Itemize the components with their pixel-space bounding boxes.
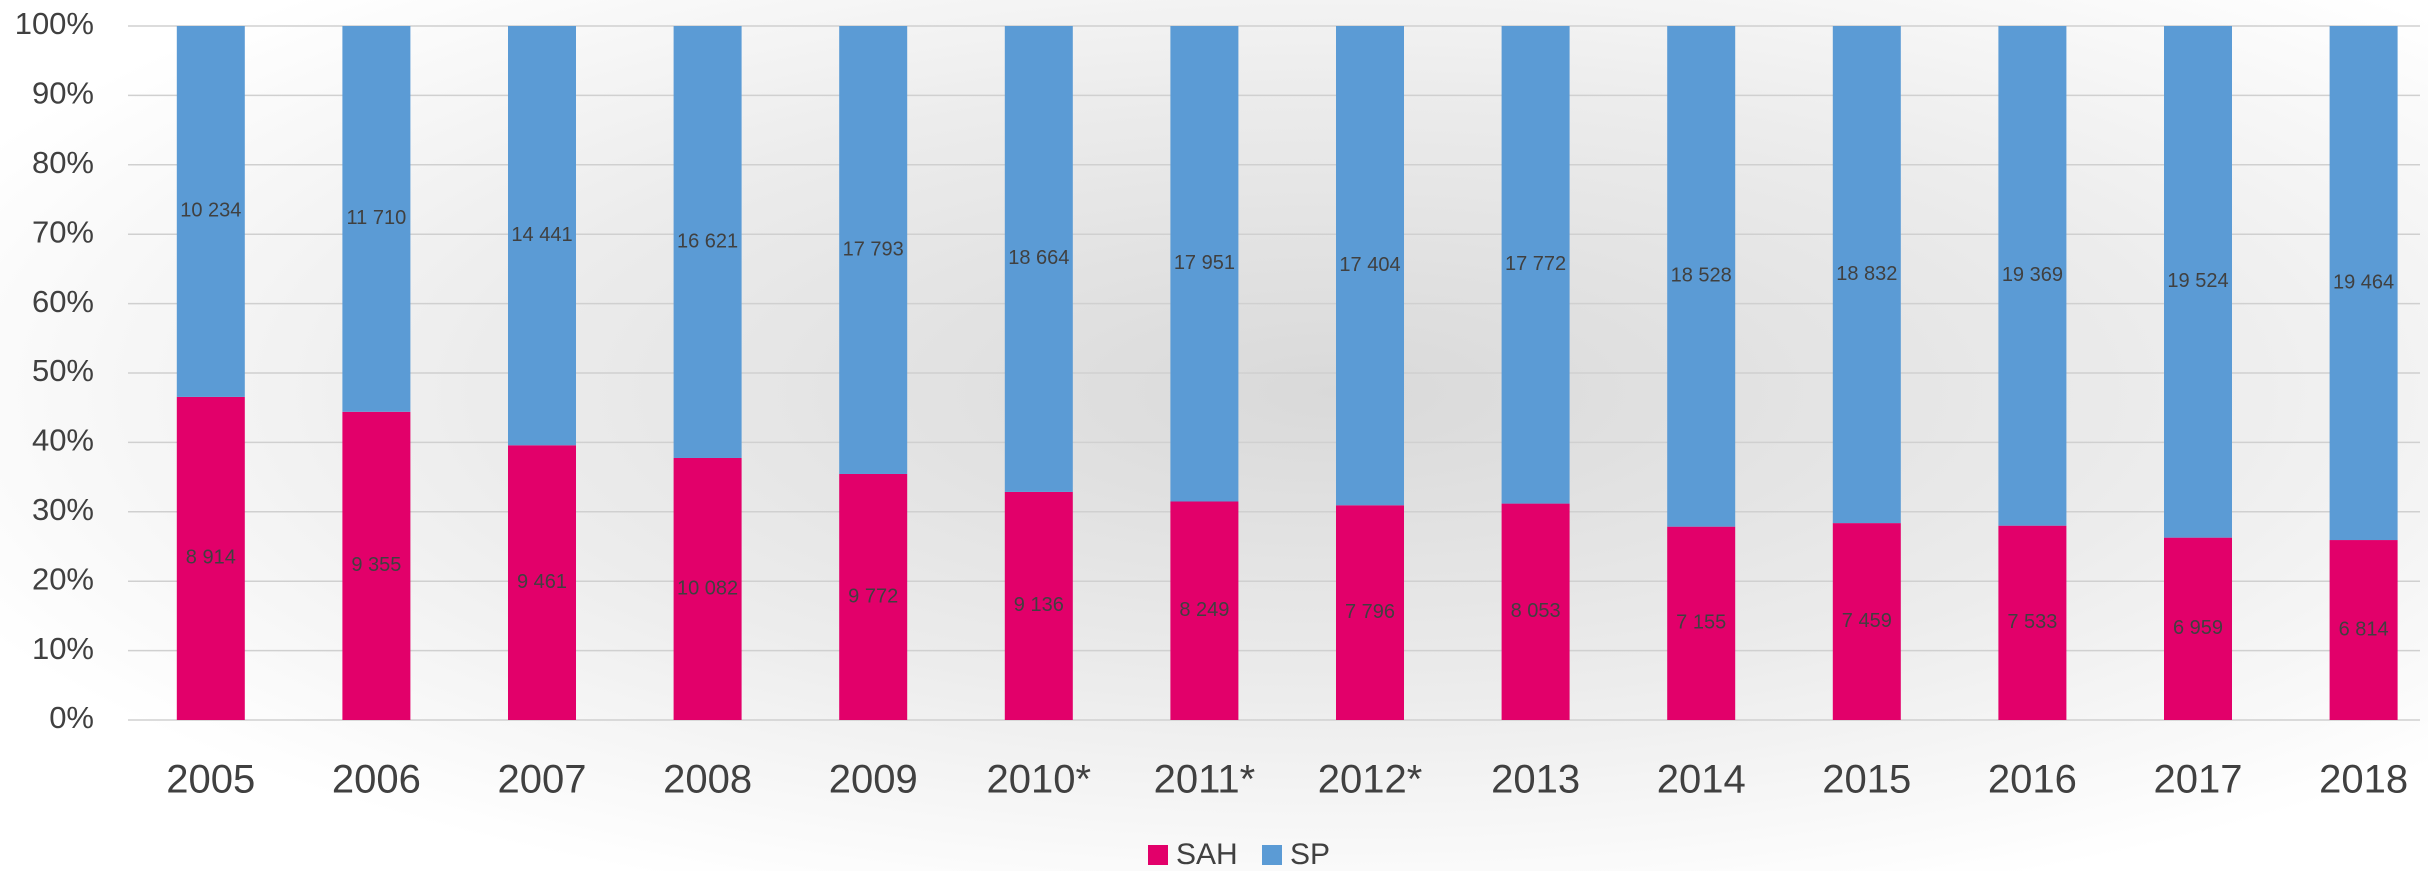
data-label: 14 441 [511, 224, 572, 246]
bar-segment [839, 26, 908, 474]
data-label: 17 951 [1174, 252, 1235, 274]
x-tick-label: 2010* [987, 758, 1092, 802]
data-label: 7 459 [1842, 610, 1892, 632]
bar-segment [2329, 26, 2398, 541]
data-label: 8 053 [1511, 600, 1561, 622]
bar-segment [1336, 505, 1404, 720]
bar-segment [508, 445, 576, 720]
bar-segment [1336, 26, 1404, 506]
data-label: 8 249 [1179, 599, 1229, 621]
data-label: 9 136 [1014, 594, 1064, 616]
bar-segment [673, 457, 742, 720]
data-label: 19 464 [2333, 271, 2394, 293]
y-tick-label: 50% [32, 353, 94, 388]
x-tick-label: 2018 [2319, 758, 2408, 802]
data-label: 10 234 [180, 200, 241, 222]
y-tick-label: 100% [15, 6, 94, 41]
bar-segment [342, 411, 411, 720]
bar-segment [1832, 523, 1901, 720]
y-tick-label: 30% [32, 492, 94, 527]
x-tick-label: 2012* [1318, 758, 1423, 802]
bar-segment [2164, 537, 2232, 720]
data-label: 18 664 [1008, 247, 1069, 269]
bar-segment [508, 26, 576, 446]
x-tick-label: 2008 [663, 758, 752, 802]
bar-segment [2329, 540, 2398, 720]
legend-label: SAH [1176, 838, 1238, 871]
bar-segment [2164, 26, 2232, 538]
data-label: 18 832 [1836, 263, 1897, 285]
x-tick-label: 2007 [498, 758, 587, 802]
data-label: 17 772 [1505, 253, 1566, 275]
data-label: 19 369 [2002, 264, 2063, 286]
bar-segment [1998, 26, 2067, 526]
bar-segment [1170, 501, 1239, 720]
bar-segment [176, 396, 245, 720]
bar-segment [176, 26, 245, 397]
data-label: 11 710 [347, 207, 407, 229]
y-tick-label: 40% [32, 423, 94, 458]
bar-segment [1170, 26, 1239, 502]
bar-segment [1501, 26, 1570, 504]
bar-segment [839, 473, 908, 720]
x-tick-label: 2015 [1822, 758, 1911, 802]
y-tick-label: 0% [49, 700, 94, 735]
data-label: 19 524 [2167, 270, 2228, 292]
y-tick-label: 20% [32, 561, 94, 596]
data-label: 17 404 [1339, 254, 1400, 276]
bar-segment [1004, 26, 1073, 492]
data-label: 9 355 [351, 554, 401, 576]
data-label: 8 914 [186, 547, 236, 569]
data-label: 18 528 [1671, 265, 1732, 287]
bar-segment [1832, 26, 1901, 524]
x-tick-label: 2014 [1657, 758, 1746, 802]
data-label: 6 959 [2173, 617, 2223, 639]
bar-segment [342, 26, 411, 412]
legend-label: SP [1290, 838, 1330, 871]
y-tick-label: 60% [32, 284, 94, 319]
x-tick-label: 2006 [332, 758, 421, 802]
bar-segment [673, 26, 742, 458]
x-tick-label: 2005 [166, 758, 255, 802]
bar-segment [1998, 525, 2067, 720]
bar-segment [1667, 26, 1736, 527]
data-label: 7 796 [1345, 601, 1395, 623]
legend-swatch [1148, 845, 1168, 865]
data-label: 10 082 [677, 577, 738, 599]
x-tick-label: 2013 [1491, 758, 1580, 802]
bar-segment [1004, 491, 1073, 720]
data-label: 16 621 [677, 230, 738, 252]
x-tick-label: 2009 [829, 758, 918, 802]
data-label: 9 772 [848, 585, 898, 607]
x-tick-label: 2011* [1154, 758, 1256, 802]
legend-swatch [1262, 845, 1282, 865]
data-label: 7 155 [1676, 612, 1726, 634]
data-label: 7 533 [2007, 611, 2057, 633]
data-label: 6 814 [2339, 618, 2389, 640]
y-tick-label: 90% [32, 76, 94, 111]
data-label: 9 461 [517, 571, 567, 593]
data-label: 17 793 [843, 238, 904, 260]
y-tick-label: 70% [32, 214, 94, 249]
y-tick-label: 80% [32, 145, 94, 180]
y-tick-label: 10% [32, 631, 94, 666]
bar-segment [1501, 503, 1570, 720]
bar-segment [1667, 526, 1736, 720]
x-tick-label: 2017 [2154, 758, 2243, 802]
x-tick-label: 2016 [1988, 758, 2077, 802]
